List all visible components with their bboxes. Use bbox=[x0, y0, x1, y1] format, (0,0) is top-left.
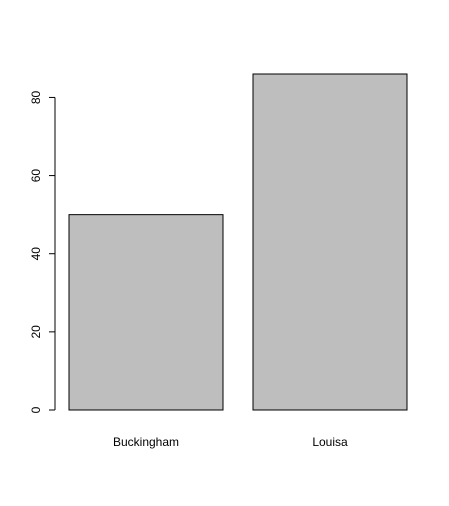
y-tick-label: 60 bbox=[29, 169, 43, 183]
x-axis-labels: Buckingham Louisa bbox=[113, 435, 348, 449]
x-category-label: Buckingham bbox=[113, 435, 179, 449]
bars bbox=[68, 73, 408, 411]
x-category-label: Louisa bbox=[312, 435, 348, 449]
bar-buckingham bbox=[68, 214, 224, 411]
y-tick-label: 0 bbox=[29, 406, 43, 413]
y-tick-label: 80 bbox=[29, 90, 43, 104]
y-axis: 0 20 40 60 80 bbox=[29, 90, 56, 413]
y-tick-label: 40 bbox=[29, 247, 43, 261]
y-tick-label: 20 bbox=[29, 325, 43, 339]
bar-louisa bbox=[252, 73, 408, 411]
